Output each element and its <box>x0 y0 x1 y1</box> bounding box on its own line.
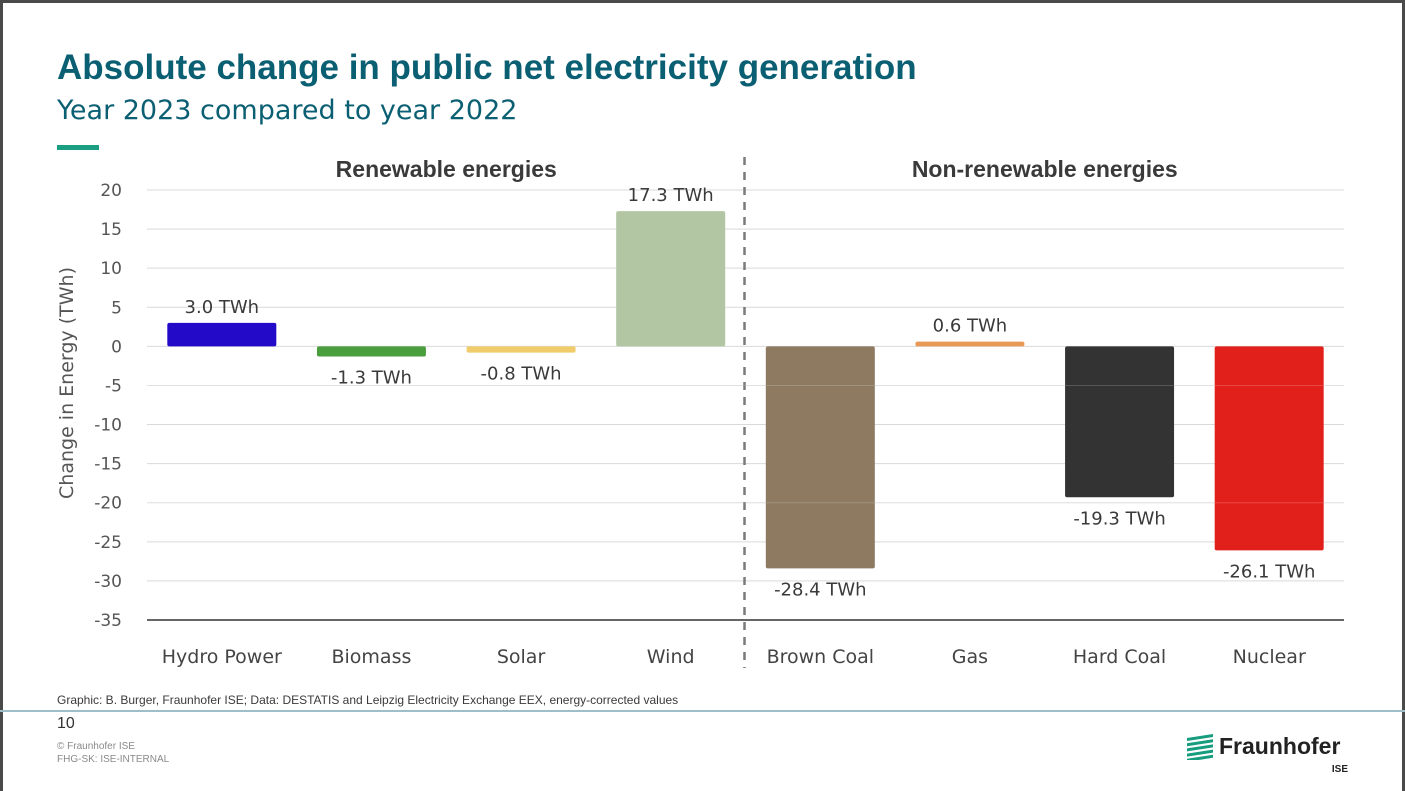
data-label: -19.3 TWh <box>1073 508 1166 529</box>
window-left-border <box>0 0 3 791</box>
bar <box>167 322 277 347</box>
data-label: 0.6 TWh <box>933 316 1008 337</box>
x-tick-label: Brown Coal <box>767 646 875 668</box>
y-tick-label: -10 <box>94 416 122 436</box>
window-top-border <box>0 0 1405 3</box>
y-tick-label: 10 <box>100 259 122 279</box>
group-header: Non-renewable energies <box>912 156 1178 182</box>
classification-text: FHG-SK: ISE-INTERNAL <box>57 754 170 765</box>
copyright-text: © Fraunhofer ISE <box>57 741 135 752</box>
title-accent-bar <box>57 145 99 150</box>
x-tick-label: Gas <box>952 646 988 668</box>
y-tick-label: -20 <box>94 494 122 514</box>
bar-chart: 20 15 10 5 0 -5 -10 -15 -20 -25 -30 -35 Change in En… <box>56 156 1344 668</box>
x-tick-label: Hydro Power <box>162 646 282 668</box>
data-label: -1.3 TWh <box>331 368 412 389</box>
bar <box>616 211 726 347</box>
bar <box>1065 346 1175 498</box>
y-axis-label: Change in Energy (TWh) <box>56 267 78 499</box>
y-tick-label: 0 <box>111 337 122 357</box>
x-tick-label: Nuclear <box>1233 646 1306 668</box>
fraunhofer-mark-icon <box>1187 734 1213 760</box>
bar <box>316 346 426 357</box>
fraunhofer-logo: Fraunhofer ISE <box>1187 733 1352 780</box>
y-tick-label: -5 <box>105 376 122 396</box>
source-note: Graphic: B. Burger, Fraunhofer ISE; Data… <box>57 693 679 707</box>
x-tick-label: Biomass <box>331 646 411 668</box>
logo-stripe <box>1187 739 1213 747</box>
logo-stripe <box>1187 744 1213 752</box>
y-tick-label: 5 <box>111 298 122 318</box>
bar <box>765 346 875 569</box>
data-label: -0.8 TWh <box>481 364 562 385</box>
page-number: 10 <box>57 715 75 732</box>
y-tick-label: 15 <box>100 220 122 240</box>
bar <box>915 341 1025 347</box>
logo-stripe <box>1187 734 1213 741</box>
y-tick-label: -35 <box>94 611 122 631</box>
group-header: Renewable energies <box>336 156 557 182</box>
y-tick-label: -25 <box>94 533 122 553</box>
data-label: -26.1 TWh <box>1223 561 1316 582</box>
data-label: 17.3 TWh <box>628 185 714 206</box>
x-tick-label: Wind <box>647 646 695 668</box>
logo-name: Fraunhofer <box>1219 733 1341 759</box>
copyright-block: © Fraunhofer ISE FHG-SK: ISE-INTERNAL <box>57 740 169 766</box>
footer-divider <box>0 710 1405 712</box>
x-tick-label: Solar <box>497 646 546 668</box>
y-tick-label: -30 <box>94 572 122 592</box>
logo-stripe <box>1187 749 1213 757</box>
data-label: -28.4 TWh <box>774 579 867 600</box>
y-tick-label: 20 <box>100 181 122 201</box>
x-tick-label: Hard Coal <box>1073 646 1166 668</box>
bar <box>1214 346 1324 551</box>
y-tick-label: -15 <box>94 455 122 475</box>
data-label: 3.0 TWh <box>185 297 260 318</box>
bar <box>466 346 576 353</box>
slide-subtitle: Year 2023 compared to year 2022 <box>57 95 518 126</box>
slide-title: Absolute change in public net electricit… <box>57 48 917 87</box>
window-right-border <box>1402 0 1405 791</box>
logo-stripe <box>1187 754 1213 760</box>
logo-sub: ISE <box>1331 764 1348 775</box>
